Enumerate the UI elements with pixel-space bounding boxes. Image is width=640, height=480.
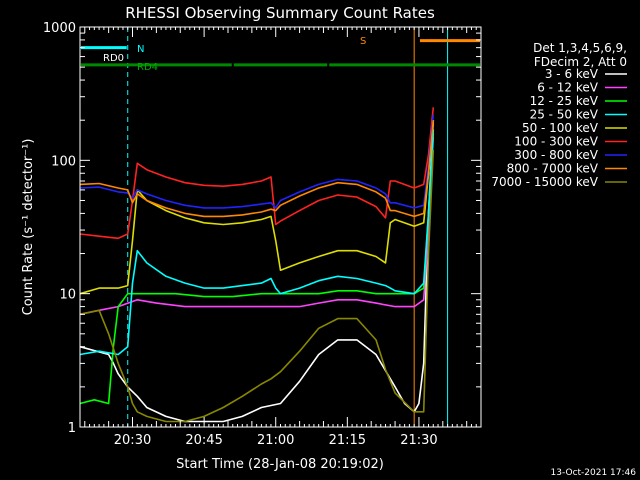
x-tick-label: 21:15	[329, 433, 366, 448]
y-axis: 1 10 100 1000	[43, 21, 481, 436]
y-tick-label: 1000	[43, 21, 76, 36]
plot-area: RD0 N RD4 S	[79, 27, 482, 427]
series-line	[79, 120, 435, 295]
legend-entry-label: 800 - 7000 keV	[507, 162, 599, 176]
series-line	[79, 136, 435, 316]
x-axis-label: Start Time (28-Jan-08 20:19:02)	[176, 457, 384, 472]
series-line	[79, 133, 435, 405]
flag-label: RD4	[137, 62, 158, 73]
legend-entry-label: 12 - 25 keV	[530, 94, 599, 108]
legend-entry-label: 50 - 100 keV	[522, 121, 599, 135]
legend-entry-label: 7000 - 15000 keV	[491, 175, 598, 189]
series-line	[79, 129, 435, 356]
legend: Det 1,3,4,5,6,9, FDecim 2, Att 0 3 - 6 k…	[491, 41, 627, 189]
x-tick-label: 21:00	[257, 433, 294, 448]
legend-entry-label: 100 - 300 keV	[514, 135, 598, 149]
legend-header-line-1: Det 1,3,4,5,6,9,	[533, 41, 627, 55]
y-tick-label: 1	[68, 421, 76, 436]
legend-entry-label: 300 - 800 keV	[514, 148, 598, 162]
series-line	[79, 114, 435, 209]
series-line	[79, 149, 435, 423]
y-axis-label: Count Rate (s⁻¹ detector⁻¹)	[21, 139, 36, 316]
footer-timestamp: 13-Oct-2021 17:46	[551, 468, 637, 478]
legend-entry-label: 25 - 50 keV	[530, 108, 599, 122]
flag-label: S	[360, 36, 366, 47]
y-tick-label: 100	[51, 154, 76, 169]
chart-title: RHESSI Observing Summary Count Rates	[125, 4, 435, 22]
x-tick-label: 20:45	[185, 433, 222, 448]
series-line	[79, 120, 435, 218]
flag-label: N	[137, 44, 144, 55]
flag-label: RD0	[103, 53, 124, 64]
x-axis: 20:30 20:45 21:00 21:15 21:30	[79, 27, 482, 448]
x-tick-label: 21:30	[400, 433, 437, 448]
legend-entry-label: 3 - 6 keV	[545, 67, 599, 81]
legend-header-line-2: FDecim 2, Att 0	[534, 55, 627, 69]
y-tick-label: 10	[59, 288, 76, 303]
x-tick-label: 20:30	[114, 433, 151, 448]
series-line	[79, 107, 435, 240]
legend-entry-label: 6 - 12 keV	[537, 81, 599, 95]
